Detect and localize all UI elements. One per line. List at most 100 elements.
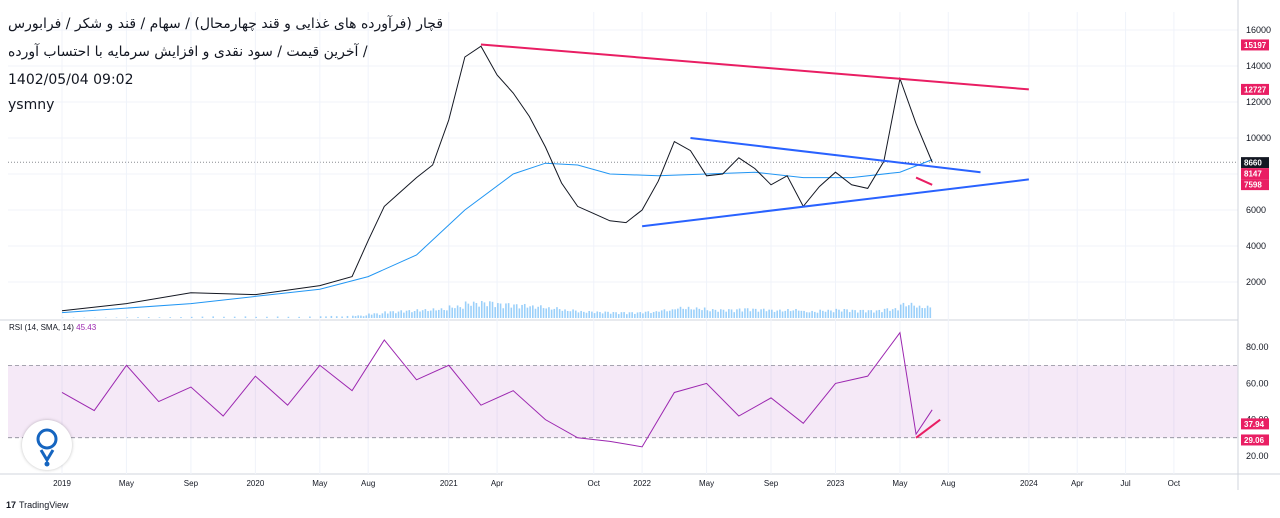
volume-bar: [403, 312, 405, 318]
volume-bar: [438, 309, 440, 318]
volume-bar: [370, 314, 373, 318]
volume-bar: [749, 311, 752, 318]
price-tick-label: 10000: [1246, 133, 1271, 143]
time-tick-label: May: [119, 479, 134, 488]
volume-bar: [596, 311, 599, 318]
chart-author: ysmny: [8, 97, 55, 113]
volume-bar: [580, 310, 582, 318]
volume-bar: [789, 311, 792, 318]
volume-bar: [865, 312, 867, 318]
rsi-tag: [1241, 418, 1269, 430]
volume-bar: [523, 303, 526, 318]
volume-bar: [413, 311, 416, 318]
price-tag: [1241, 157, 1269, 169]
volume-bar: [411, 312, 413, 318]
volume-bar: [505, 303, 507, 318]
volume-bar: [733, 312, 736, 318]
volume-bar: [698, 308, 701, 318]
volume-bar: [147, 317, 150, 318]
volume-bar: [776, 310, 778, 318]
volume-bar: [244, 316, 247, 318]
rsi-tag-label: 37.94: [1244, 420, 1265, 429]
volume-bar: [615, 312, 617, 318]
volume-bar: [574, 310, 577, 318]
volume-bar: [255, 316, 257, 318]
volume-bar: [612, 312, 615, 318]
author-badge: [22, 420, 72, 470]
volume-bar: [507, 303, 510, 318]
volume-bar: [762, 308, 765, 318]
volume-bar: [910, 302, 913, 318]
time-axis[interactable]: 2019 May Sep 2020 May Aug 2021 Apr Oct 2022 May Sep…: [53, 479, 1181, 488]
volume-bar: [620, 312, 623, 318]
moving-average-line: [61, 159, 933, 314]
volume-bar: [169, 317, 172, 318]
author-badge-icon: [36, 428, 58, 467]
volume-bar: [309, 316, 311, 318]
volume-bar: [556, 307, 558, 318]
time-tick-label: May: [699, 479, 714, 488]
volume-bar: [601, 313, 604, 318]
price-tag-label: 15197: [1244, 41, 1267, 50]
volume-bar: [816, 312, 819, 318]
volume-bar: [628, 312, 631, 318]
volume-bar: [921, 307, 924, 318]
volume-bar: [443, 310, 445, 318]
volume-bar: [558, 309, 561, 318]
rsi-legend[interactable]: RSI (14, SMA, 14) 45.43: [9, 323, 96, 332]
volume-bar: [368, 313, 370, 318]
volume-bar: [706, 310, 709, 318]
blue-trendline: [641, 178, 1029, 228]
volume-bar: [687, 306, 690, 318]
volume-bar: [827, 309, 830, 318]
volume-bar: [744, 308, 746, 318]
volume-bar: [671, 309, 674, 318]
price-axis[interactable]: 20004000600080001000012000140001600020.0…: [1237, 0, 1271, 490]
volume-bar: [760, 309, 762, 318]
volume-bar: [330, 315, 333, 318]
tradingview-logo[interactable]: 17 TradingView: [6, 500, 69, 510]
volume-bar: [287, 316, 290, 318]
volume-bar: [862, 309, 864, 318]
volume-bar: [419, 311, 421, 318]
volume-bar: [881, 312, 883, 318]
price-tag-label: 12727: [1244, 85, 1267, 94]
volume-bar: [795, 308, 797, 318]
tradingview-brand: TradingView: [19, 500, 69, 510]
volume-bar: [486, 306, 488, 318]
volume-bar: [435, 310, 437, 318]
volume-bar: [386, 313, 389, 318]
blue-trendline: [690, 137, 981, 174]
volume-bar: [456, 305, 459, 318]
volume-bar: [730, 309, 733, 318]
volume-bar: [569, 311, 572, 318]
volume-bar: [916, 307, 918, 318]
time-tick-label: 2024: [1020, 479, 1038, 488]
volume-bar: [666, 311, 668, 318]
price-tick-label: 12000: [1246, 97, 1271, 107]
time-tick-label: 2022: [633, 479, 651, 488]
volume-bar: [757, 311, 760, 318]
volume-bar: [811, 310, 813, 318]
volume-bar: [325, 316, 327, 318]
volume-bar: [421, 310, 424, 318]
volume-bar: [690, 309, 693, 318]
volume-bar: [623, 312, 625, 318]
volume-bar: [902, 302, 905, 318]
volume-bar: [647, 311, 650, 318]
rsi-legend-value: 45.43: [76, 323, 97, 332]
volume-bar: [548, 307, 550, 318]
price-tick-label: 6000: [1246, 205, 1266, 215]
tradingview-logo-icon: 17: [6, 500, 17, 510]
volume-bar: [859, 309, 862, 318]
volume-bar: [472, 301, 475, 318]
price-tag-label: 7598: [1244, 181, 1262, 190]
volume-bar: [722, 309, 725, 318]
trendlines[interactable]: [480, 43, 1029, 228]
time-tick-label: 2019: [53, 479, 71, 488]
volume-bar: [298, 316, 300, 318]
volume-bar: [346, 315, 349, 318]
volume-bar: [577, 312, 580, 318]
volume-bar: [701, 310, 703, 318]
